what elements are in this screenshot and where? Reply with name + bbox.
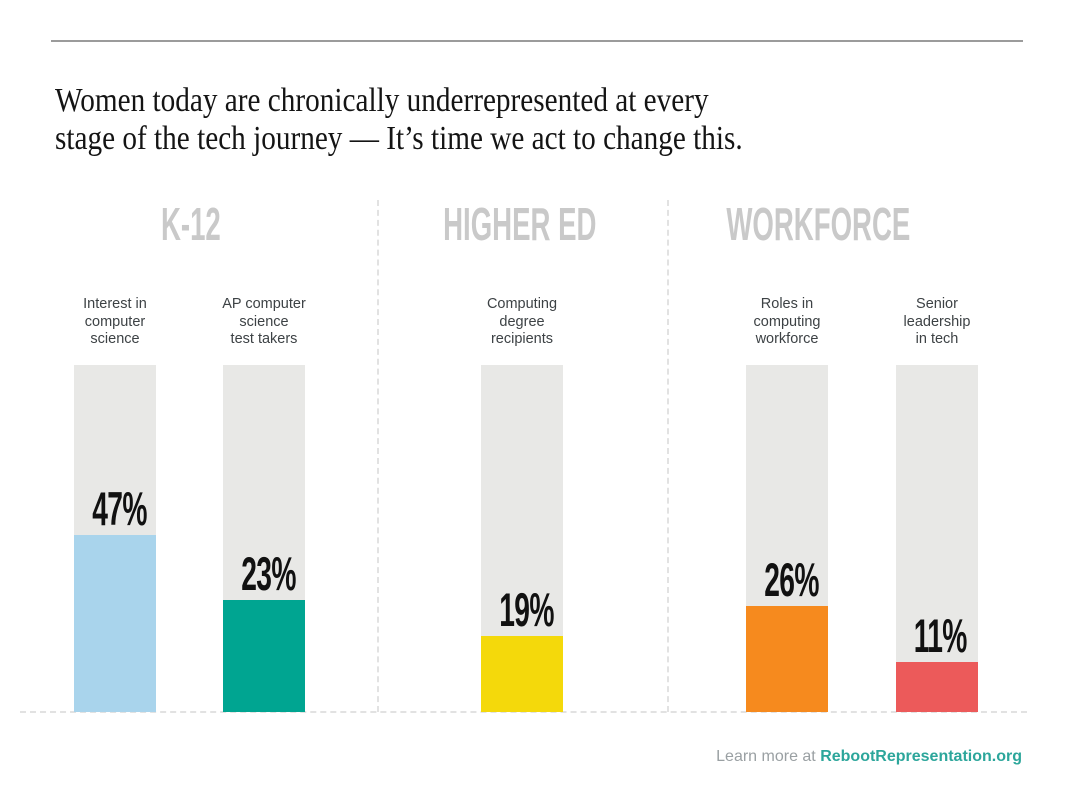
bar-value-label: 26%	[764, 553, 819, 606]
bar-track: 23%	[223, 365, 305, 712]
section-header-workforce: WORKFORCE	[618, 201, 1018, 247]
bar-value-label: 19%	[499, 583, 554, 636]
bar-fill	[481, 636, 563, 712]
bar-fill	[746, 606, 828, 712]
section-header-workforce-label: WORKFORCE	[726, 198, 910, 250]
page-title: Women today are chronically underreprese…	[55, 82, 743, 157]
footer-text: Learn more at	[716, 748, 821, 765]
bar-fill	[896, 662, 978, 712]
bar-value-label: 23%	[241, 547, 296, 600]
bar-label-senior-leadership-in-tech: Senior leadership in tech	[903, 296, 971, 347]
bar-track: 26%	[746, 365, 828, 712]
top-rule-divider	[51, 40, 1023, 42]
bar-fill	[74, 535, 156, 712]
bar-value-label: 11%	[913, 609, 968, 662]
section-divider-2	[667, 200, 669, 712]
bar-label-interest-in-computer-science: Interest in computer science	[83, 296, 147, 347]
footer-link[interactable]: RebootRepresentation.org	[820, 748, 1022, 765]
section-header-k12: K-12	[0, 201, 391, 247]
bar-fill	[223, 600, 305, 712]
bar-track: 47%	[74, 365, 156, 712]
bar-label-roles-in-computing-workforce: Roles in computing workforce	[753, 296, 821, 347]
section-divider-1	[377, 200, 379, 712]
section-header-higher-ed: HIGHER ED	[320, 201, 720, 247]
bar-label-computing-degree-recipients: Computing degree recipients	[486, 296, 558, 347]
section-header-higher-ed-label: HIGHER ED	[443, 198, 597, 250]
section-header-k12-label: K-12	[161, 198, 221, 250]
baseline-divider	[20, 711, 1027, 713]
bar-track: 19%	[481, 365, 563, 712]
bar-label-ap-computer-science-test-takers: AP computer science test takers	[222, 296, 306, 347]
bar-value-label: 47%	[92, 482, 147, 535]
bar-track: 11%	[896, 365, 978, 712]
footer: Learn more at RebootRepresentation.org	[716, 747, 1022, 767]
